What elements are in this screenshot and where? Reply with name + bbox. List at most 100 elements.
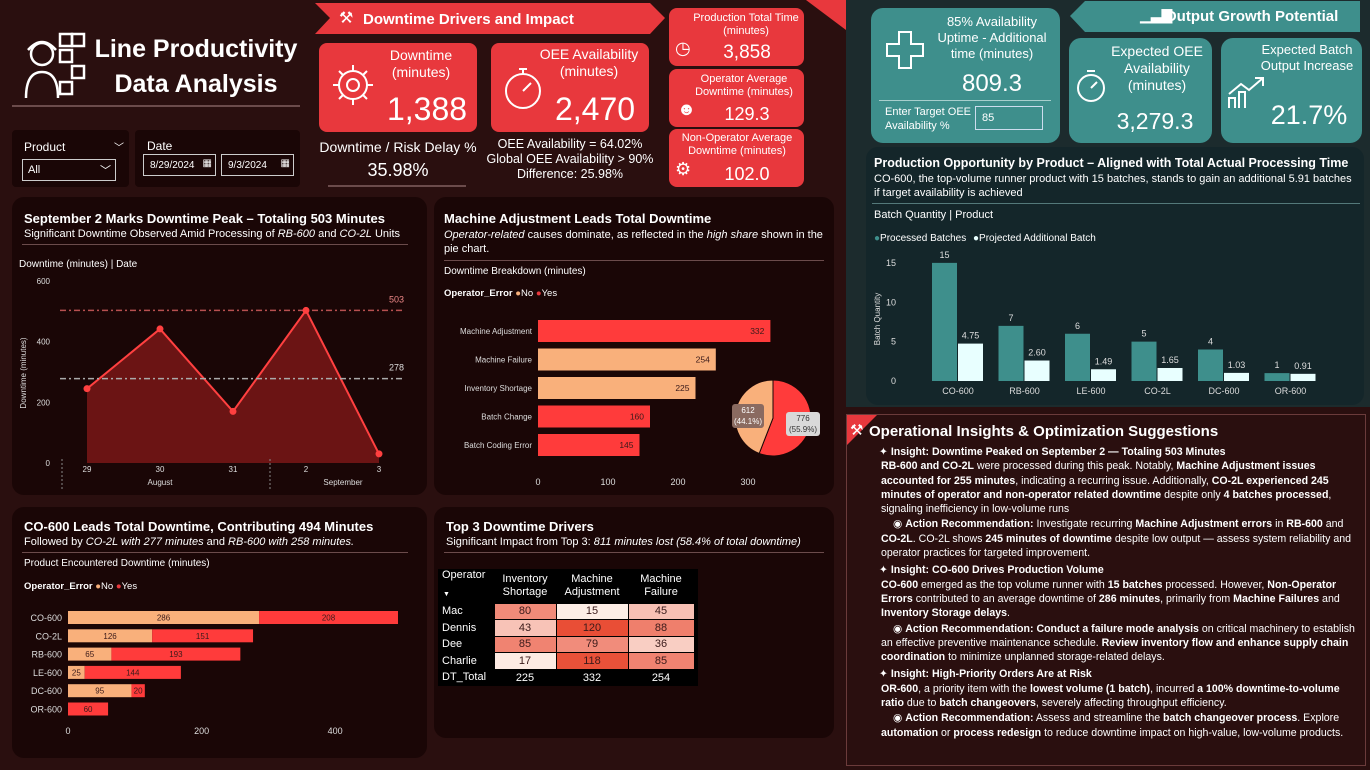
product-filter-label: Product: [24, 140, 66, 154]
t: emerged as the top volume runner with: [918, 578, 1108, 591]
insights-title: Operational Insights & Optimization Sugg…: [869, 423, 1219, 440]
y-tick-label: 400: [37, 338, 51, 347]
bar: [538, 405, 650, 428]
heat-cell: 43: [493, 619, 557, 637]
sub-part: CO-2L: [339, 228, 372, 240]
t: a 100% downtime-to-volume ratio: [881, 682, 1340, 710]
bar: [538, 320, 771, 342]
data-point: [229, 407, 237, 415]
operator-name: Dennis: [442, 621, 477, 634]
x-tick-label: 0: [65, 726, 70, 736]
date-from-input[interactable]: 8/29/2024 ▦: [143, 154, 216, 176]
y-tick-label: 15: [886, 258, 896, 268]
legend-processed-label: Processed Batches: [880, 233, 967, 244]
t: despite only: [1161, 488, 1224, 501]
risk-label: Downtime / Risk Delay %: [319, 139, 477, 155]
total-value: 254: [651, 671, 671, 684]
machine-icon: ⚙: [675, 159, 692, 179]
production-time-value: 3,858: [723, 42, 771, 63]
breakdown-chart: Machine Adjustment 332 Machine Failure 254 I…: [460, 320, 820, 487]
t: on critical machinery to establish an ef…: [881, 622, 1355, 649]
bar-value-label: 1: [1274, 360, 1279, 370]
downtime-kpi-value: 1,388: [386, 91, 468, 127]
legend-no-label: No: [521, 288, 534, 299]
calendar-icon: ▦: [202, 158, 212, 169]
segment-value-label: 151: [196, 632, 210, 641]
chevron-down-icon: ﹀: [100, 165, 111, 177]
total-label: DT_Total: [442, 671, 487, 684]
bar-segment: [68, 647, 112, 661]
product-dropdown[interactable]: All ﹀: [22, 159, 116, 181]
bar-value-label: 160: [630, 412, 644, 422]
heat-cell: 36: [627, 635, 695, 653]
gear-icon: [331, 63, 377, 114]
legend-no-marker: ●: [95, 581, 102, 592]
heat-cell: 45: [627, 602, 695, 620]
date-to-input[interactable]: 9/3/2024 ▦: [221, 154, 294, 176]
risk-value: 35.98%: [367, 160, 429, 180]
t: contributed to an average downtime of: [912, 592, 1099, 605]
opportunity-subtitle: CO-600, the top-volume runner product wi…: [874, 173, 1352, 199]
bar-segment: [68, 684, 132, 698]
target-divider: [879, 100, 1051, 101]
heat-cell: 85: [493, 635, 557, 653]
opportunity-title: Production Opportunity by Product – Alig…: [874, 156, 1349, 170]
reference-label: 278: [389, 363, 404, 373]
expected-oee-label: Expected OEE Availability (minutes): [1111, 43, 1203, 93]
action-1: ◉ Action Recommendation: Investigate rec…: [881, 518, 1352, 560]
y-axis-label: Downtime (minutes): [19, 337, 28, 408]
daily-downtime-panel: September 2 Marks Downtime Peak – Totali…: [12, 197, 427, 495]
segment-value-label: 20: [134, 687, 143, 696]
sub-part: RB-600 with 258 minutes.: [228, 536, 354, 548]
bar-value-label: 4.75: [962, 331, 980, 341]
top3-matrix: Operator Inventory Shortage Machine Adju…: [438, 569, 698, 686]
bar-segment: [68, 702, 109, 716]
category-label: Batch Coding Error: [464, 441, 532, 450]
filter-chevron-icon: ﹀: [114, 143, 124, 154]
t: 15 batches: [1107, 578, 1163, 591]
availability-card: 85% Availability Uptime - Additional tim…: [871, 8, 1060, 143]
x-tick-label: CO-600: [942, 386, 974, 396]
sub-part: causes dominate, as reflected in the: [524, 229, 707, 241]
breakdown-subtitle: Operator-related causes dominate, as ref…: [444, 228, 829, 256]
legend-projected-marker: ●: [973, 233, 980, 244]
non-operator-downtime-value: 102.0: [724, 164, 770, 184]
growth-banner: ▁▃▇ Output Growth Potential: [1070, 1, 1360, 32]
oee-note-1: OEE Availability = 64.02%: [497, 137, 643, 151]
t: , severely affecting throughput efficien…: [1035, 697, 1227, 710]
segment-value-label: 286: [157, 614, 171, 623]
date-from-value: 8/29/2024: [150, 160, 195, 171]
batch-increase-value: 21.7%: [1270, 100, 1348, 130]
t: or: [938, 726, 954, 739]
sub-part: and: [203, 536, 229, 548]
bar-value-label: 5: [1141, 329, 1146, 339]
top3-title: Top 3 Downtime Drivers: [446, 519, 594, 534]
table-row: Dee 85 79 36: [438, 635, 695, 653]
x-tick-label: 300: [740, 477, 755, 487]
x-tick-label: OR-600: [1275, 386, 1307, 396]
bar-segment: [152, 629, 254, 643]
t: lowest volume (1 batch): [1029, 682, 1151, 695]
t: to reduce downtime impact on high-value,…: [1041, 726, 1344, 739]
data-point: [156, 325, 164, 333]
insight-text: Insight: Downtime Peaked on September 2 …: [890, 446, 1226, 458]
x-tick-label: 29: [83, 465, 92, 474]
x-tick-label: 31: [229, 465, 238, 474]
bar: [538, 377, 696, 399]
t: in: [1272, 518, 1287, 531]
target-label: Enter Target OEE Availability %: [885, 106, 972, 132]
heat-cell: 79: [555, 635, 629, 653]
x-tick-label: 3: [377, 465, 382, 474]
date-filter: Date 8/29/2024 ▦ 9/3/2024 ▦: [135, 130, 300, 187]
bar-value-label: 6: [1075, 321, 1080, 331]
table-row: Mac 80 15 45: [438, 602, 695, 620]
target-oee-input[interactable]: [975, 106, 1043, 130]
y-tick-label: 0: [46, 459, 51, 468]
category-label: Machine Adjustment: [460, 327, 533, 336]
x-tick-label: 200: [194, 726, 209, 736]
insight-1-title: ✦ Insight: Downtime Peaked on September …: [879, 446, 1226, 458]
x-tick-label: CO-2L: [1144, 386, 1171, 396]
sub-part: 811 minutes lost (58.4% of total downtim…: [593, 536, 801, 548]
t: .: [1007, 607, 1010, 620]
bar-value-label: 2.60: [1028, 348, 1046, 358]
